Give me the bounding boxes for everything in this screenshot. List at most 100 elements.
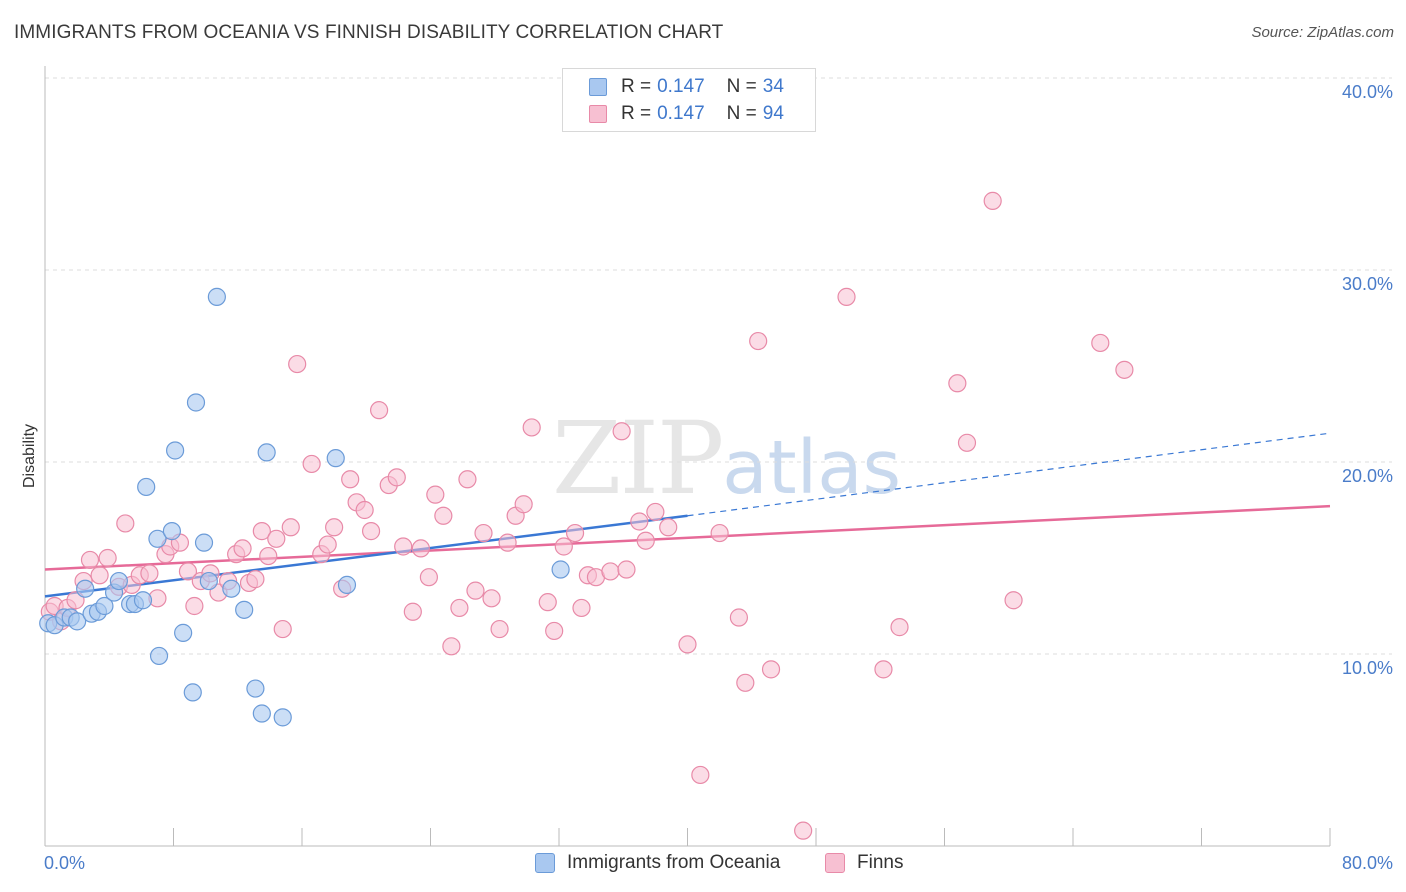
finns-point [370, 401, 389, 420]
finns-point [572, 598, 591, 618]
finns-point [318, 535, 337, 554]
finns-point [273, 619, 292, 639]
finns-point [1115, 360, 1134, 379]
finns-point [983, 191, 1002, 210]
source-credit: Source: ZipAtlas.com [1251, 24, 1394, 41]
finns-point [361, 522, 381, 541]
finns-point [442, 637, 461, 656]
finns-point [545, 621, 564, 641]
oceania-point [246, 679, 265, 698]
finns-point [710, 523, 729, 543]
legend-swatch-blue [589, 78, 607, 96]
finns-point [355, 500, 374, 520]
legend-r-value: 0.147 [657, 76, 705, 97]
oceania-point [148, 529, 167, 548]
oceania-point [222, 579, 241, 598]
grid-lines [45, 77, 1392, 655]
finns-point [874, 660, 893, 679]
finns-point [837, 287, 856, 306]
finns-point [522, 418, 541, 437]
finns-point [729, 608, 749, 627]
finns-point [80, 550, 100, 570]
finns-point [617, 560, 636, 579]
finns-point [426, 485, 445, 504]
finns-point [482, 589, 501, 608]
finns-points [40, 191, 1134, 840]
finns-point [601, 562, 620, 581]
series-legend-label: Immigrants from Oceania [567, 852, 781, 873]
x-tick-label: 0.0% [44, 853, 85, 873]
finns-point [630, 512, 649, 531]
finns-point [411, 539, 430, 558]
y-tick-label: 20.0% [1342, 466, 1393, 486]
oceania-point [183, 683, 202, 702]
finns-point [116, 514, 135, 533]
finns-point [514, 495, 533, 514]
oceania-point [207, 287, 226, 306]
finns-point [185, 596, 204, 616]
tick-labels: 10.0% 20.0% 30.0% 40.0% 0.0% 80.0% [44, 82, 1393, 873]
oceania-point [199, 571, 218, 591]
finns-point [612, 422, 631, 441]
oceania-point [133, 591, 153, 610]
series-swatch-pink [825, 853, 845, 873]
finns-point [458, 470, 477, 489]
finns-point [565, 523, 585, 543]
oceania-point [76, 579, 95, 598]
finns-point [554, 537, 573, 556]
oceania-point [166, 441, 185, 460]
legend-n-label: N = [726, 103, 757, 124]
finns-point [178, 562, 198, 581]
y-axis-label: Disability [21, 424, 38, 488]
finns-point [678, 635, 697, 654]
finns-point [736, 673, 755, 692]
oceania-point [137, 477, 156, 497]
finns-point [1004, 591, 1023, 610]
finns-point [233, 539, 252, 558]
oceania-point [326, 449, 345, 468]
finns-point [890, 618, 909, 637]
series-legend-label: Finns [857, 852, 904, 873]
oceania-point [194, 533, 214, 552]
axes [44, 66, 1331, 847]
finns-point [691, 765, 710, 785]
oceania-point [95, 596, 114, 616]
finns-point [403, 602, 422, 621]
finns-point [419, 568, 438, 587]
finns-point [498, 533, 517, 552]
finns-point [761, 660, 781, 679]
oceania-point [149, 646, 169, 666]
finns-trend-line [44, 504, 1331, 571]
oceania-point [109, 571, 128, 591]
oceania-point [551, 560, 570, 579]
chart-title: IMMIGRANTS FROM OCEANIA VS FINNISH DISAB… [14, 22, 724, 43]
finns-point [140, 564, 159, 583]
oceania-point [252, 704, 271, 723]
trend-lines [44, 432, 1331, 598]
legend-swatch-pink [589, 105, 607, 123]
x-tick-label: 80.0% [1342, 853, 1393, 873]
legend-row-finns: R = 0.147 N = 94 [589, 102, 784, 126]
finns-point [302, 454, 321, 474]
finns-point [434, 506, 453, 525]
legend-r-value: 0.147 [657, 103, 705, 124]
finns-point [281, 518, 300, 537]
finns-point [394, 537, 413, 556]
finns-point [474, 523, 493, 543]
series-legend-finns: Finns [825, 852, 903, 874]
oceania-point [186, 393, 206, 412]
finns-point [450, 598, 469, 618]
finns-point [267, 529, 286, 548]
oceania-points [39, 287, 570, 727]
finns-point [259, 546, 278, 566]
correlation-legend: R = 0.147 N = 34 R = 0.147 N = 94 [562, 68, 816, 132]
finns-point [466, 581, 485, 600]
watermark-zip: ZIP [552, 400, 724, 517]
oceania-point [162, 522, 181, 541]
finns-point [749, 331, 768, 351]
oceania-point [257, 443, 276, 462]
legend-r-label: R = [621, 103, 652, 124]
finns-point [325, 518, 344, 537]
finns-point [538, 593, 557, 612]
